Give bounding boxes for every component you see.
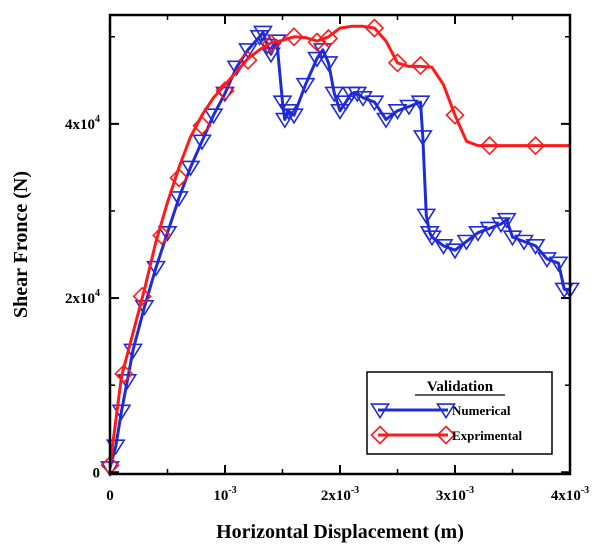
data-point (376, 112, 396, 129)
data-point (261, 34, 281, 54)
data-point (525, 136, 546, 156)
data-point (192, 115, 212, 136)
data-point (272, 95, 293, 112)
data-point (496, 212, 517, 229)
data-point (525, 239, 546, 255)
data-point (445, 105, 465, 125)
data-point (203, 108, 224, 125)
data-point (416, 208, 437, 225)
data-point (479, 136, 500, 156)
data-point (180, 160, 201, 177)
data-point (169, 191, 189, 208)
x-tick-label: 10-3 (213, 485, 236, 504)
y-tick-label: 2x104 (65, 288, 100, 307)
data-point (192, 134, 212, 151)
data-point (318, 28, 339, 49)
data-point (146, 260, 166, 277)
x-tick-label: 2x10-3 (321, 485, 359, 504)
x-tick-label: 0 (106, 488, 114, 504)
data-point (132, 286, 152, 306)
data-point (238, 50, 258, 70)
series-exprimental (100, 18, 570, 475)
data-point (364, 95, 385, 112)
data-point (548, 256, 569, 273)
y-tick-label: 0 (93, 465, 101, 481)
data-point (410, 95, 431, 112)
data-point (364, 18, 385, 38)
data-point (335, 95, 356, 112)
legend-label-numerical: Numerical (452, 403, 511, 418)
data-point (422, 230, 442, 247)
legend: Validation Numerical Exprimental (366, 371, 553, 455)
data-point (347, 86, 368, 103)
data-point (468, 225, 488, 242)
legend-marker (370, 425, 390, 445)
data-point (261, 47, 281, 64)
legend-marker (370, 403, 390, 420)
data-point (284, 27, 304, 47)
x-axis-title: Horizontal Displacement (m) (216, 521, 464, 543)
legend-label-exprimental: Exprimental (452, 428, 522, 443)
data-point (238, 43, 258, 59)
series-layer (100, 18, 580, 478)
series-line (108, 24, 570, 466)
data-point (114, 364, 134, 384)
legend-marker (436, 403, 456, 420)
data-point (157, 225, 178, 242)
data-point (412, 130, 433, 147)
labels-layer: 0 10-3 2x10-3 3x10-3 4x10-3 0 2x104 4x104 (65, 114, 589, 504)
data-point (456, 234, 477, 251)
x-tick-label: 4x10-3 (551, 485, 589, 504)
legend-title: Validation (427, 379, 494, 395)
data-point (399, 99, 419, 116)
data-point (253, 25, 273, 42)
data-point (152, 225, 172, 245)
data-point (278, 104, 299, 120)
y-tick-label: 4x104 (65, 114, 100, 133)
data-point (284, 108, 304, 125)
legend-box (366, 371, 553, 455)
data-point (318, 56, 339, 73)
data-point (324, 86, 345, 103)
data-point (330, 104, 350, 120)
data-point (215, 81, 235, 101)
data-point (307, 32, 327, 52)
data-point (295, 77, 316, 94)
data-point (445, 243, 465, 260)
data-point (387, 53, 408, 73)
data-point (169, 168, 189, 188)
ticks-layer (109, 15, 571, 474)
data-point (479, 221, 500, 238)
data-point (410, 55, 431, 76)
x-tick-label: 3x10-3 (436, 485, 474, 504)
y-axis-title: Shear Fronce (N) (10, 171, 32, 318)
legend-marker (436, 425, 456, 445)
data-point (387, 104, 408, 120)
